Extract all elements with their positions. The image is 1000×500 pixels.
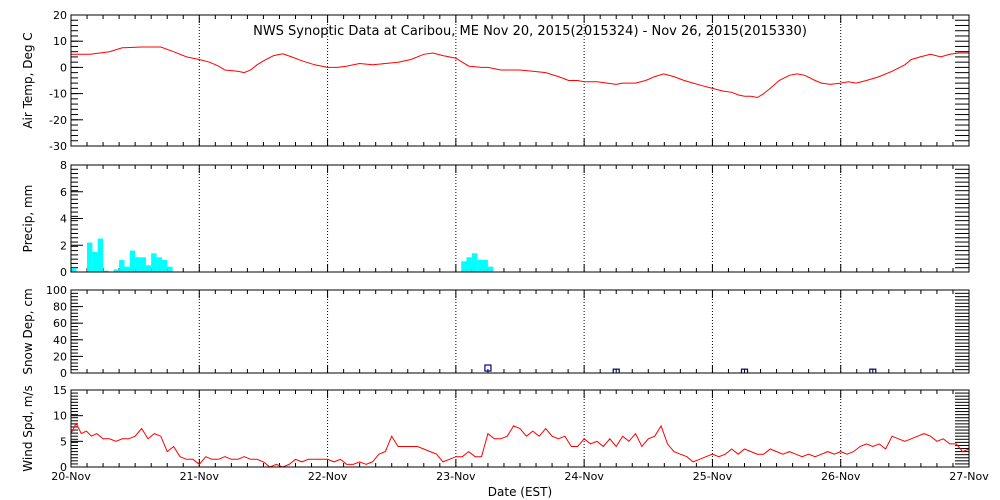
y-tick-label: 20 xyxy=(53,9,67,22)
snow-depth-marker xyxy=(612,368,620,373)
chart-title: NWS Synoptic Data at Caribou, ME Nov 20,… xyxy=(253,24,807,39)
panel-precip: 0 2 4 6 8 Precip, mm xyxy=(21,159,970,279)
precip-bar xyxy=(151,253,157,272)
panel-wind: 0 5 10 15 Wind Spd, m/s xyxy=(21,384,970,474)
y-axis-label-snow: Snow Dep, cm xyxy=(21,288,35,374)
y-tick-label: -30 xyxy=(49,140,67,153)
precip-bar xyxy=(103,270,109,272)
y-tick-label: 5 xyxy=(60,435,67,448)
precip-bar xyxy=(477,259,483,272)
y-tick-label: 60 xyxy=(53,317,67,330)
y-tick-label: 0 xyxy=(60,367,67,380)
y-tick-label: -20 xyxy=(49,114,67,127)
y-tick-label: 20 xyxy=(53,350,67,363)
y-tick-label: 15 xyxy=(53,384,67,397)
x-tick-label: 25-Nov xyxy=(693,470,733,483)
y-tick-label: 100 xyxy=(46,284,67,297)
y-tick-label: -10 xyxy=(49,88,67,101)
precip-bar xyxy=(482,259,488,272)
x-tick-label: 20-Nov xyxy=(51,470,91,483)
precip-bar xyxy=(135,257,141,272)
precip-bar xyxy=(113,269,120,272)
series-group-snow xyxy=(484,364,877,373)
series-line-wind xyxy=(71,422,969,467)
precip-bar xyxy=(129,250,136,272)
x-tick-label: 27-Nov xyxy=(949,470,989,483)
x-axis-label: Date (EST) xyxy=(488,485,552,499)
y-tick-label: 40 xyxy=(53,334,67,347)
series-group-precip xyxy=(71,238,494,272)
precip-bar xyxy=(119,259,125,272)
panel-temp: -30 -20 -10 0 10 20 Air Temp, Deg C xyxy=(21,9,970,153)
precip-bar xyxy=(145,265,152,272)
panel-frame-temp xyxy=(70,14,970,147)
panel-frame-snow xyxy=(70,289,970,374)
snow-depth-marker xyxy=(740,368,749,373)
precip-bar xyxy=(461,261,467,272)
y-tick-label: 2 xyxy=(60,239,67,252)
y-tick-label: 10 xyxy=(53,35,67,48)
y-tick-label: 80 xyxy=(53,301,67,314)
precip-bar xyxy=(140,257,146,272)
precip-bar xyxy=(487,266,494,272)
x-tick-label: 21-Nov xyxy=(180,470,220,483)
precip-bar xyxy=(466,257,472,272)
y-tick-label: 6 xyxy=(60,186,67,199)
precip-bar xyxy=(161,259,168,272)
panel-frame-wind xyxy=(70,389,970,468)
x-tick-label: 24-Nov xyxy=(564,470,604,483)
y-tick-label: 10 xyxy=(53,410,67,423)
y-axis-label-wind: Wind Spd, m/s xyxy=(21,385,35,471)
panel-snow: 0 20 40 60 80 100 Snow Dep, cm xyxy=(21,284,970,380)
snow-depth-marker xyxy=(484,364,492,372)
series-group-temp xyxy=(71,46,969,99)
chart-panels: -30 -20 -10 0 10 20 Air Temp, Deg C 0 2 4 6 8 Precip… xyxy=(21,9,989,483)
y-tick-label: 8 xyxy=(60,159,67,172)
precip-bar xyxy=(71,267,77,272)
precip-bar xyxy=(124,266,130,272)
precip-bar xyxy=(471,253,478,272)
x-tick-label: 22-Nov xyxy=(308,470,348,483)
snow-depth-marker xyxy=(869,368,877,373)
precip-bar xyxy=(92,251,98,272)
x-tick-label: 23-Nov xyxy=(436,470,476,483)
y-tick-label: 4 xyxy=(60,213,67,226)
y-tick-label: 0 xyxy=(60,266,67,279)
precip-bar xyxy=(156,257,162,272)
y-axis-label-precip: Precip, mm xyxy=(21,185,35,253)
precip-bar xyxy=(167,266,173,272)
series-line-temp xyxy=(71,46,969,99)
precip-bar xyxy=(87,242,93,272)
x-tick-label: 26-Nov xyxy=(821,470,861,483)
panel-frame-precip xyxy=(70,164,970,273)
precip-bar xyxy=(97,238,104,272)
y-tick-label: 0 xyxy=(60,61,67,74)
series-group-wind xyxy=(71,422,969,467)
y-axis-label-temp: Air Temp, Deg C xyxy=(21,32,35,128)
y-tick-label: 0 xyxy=(60,461,67,474)
